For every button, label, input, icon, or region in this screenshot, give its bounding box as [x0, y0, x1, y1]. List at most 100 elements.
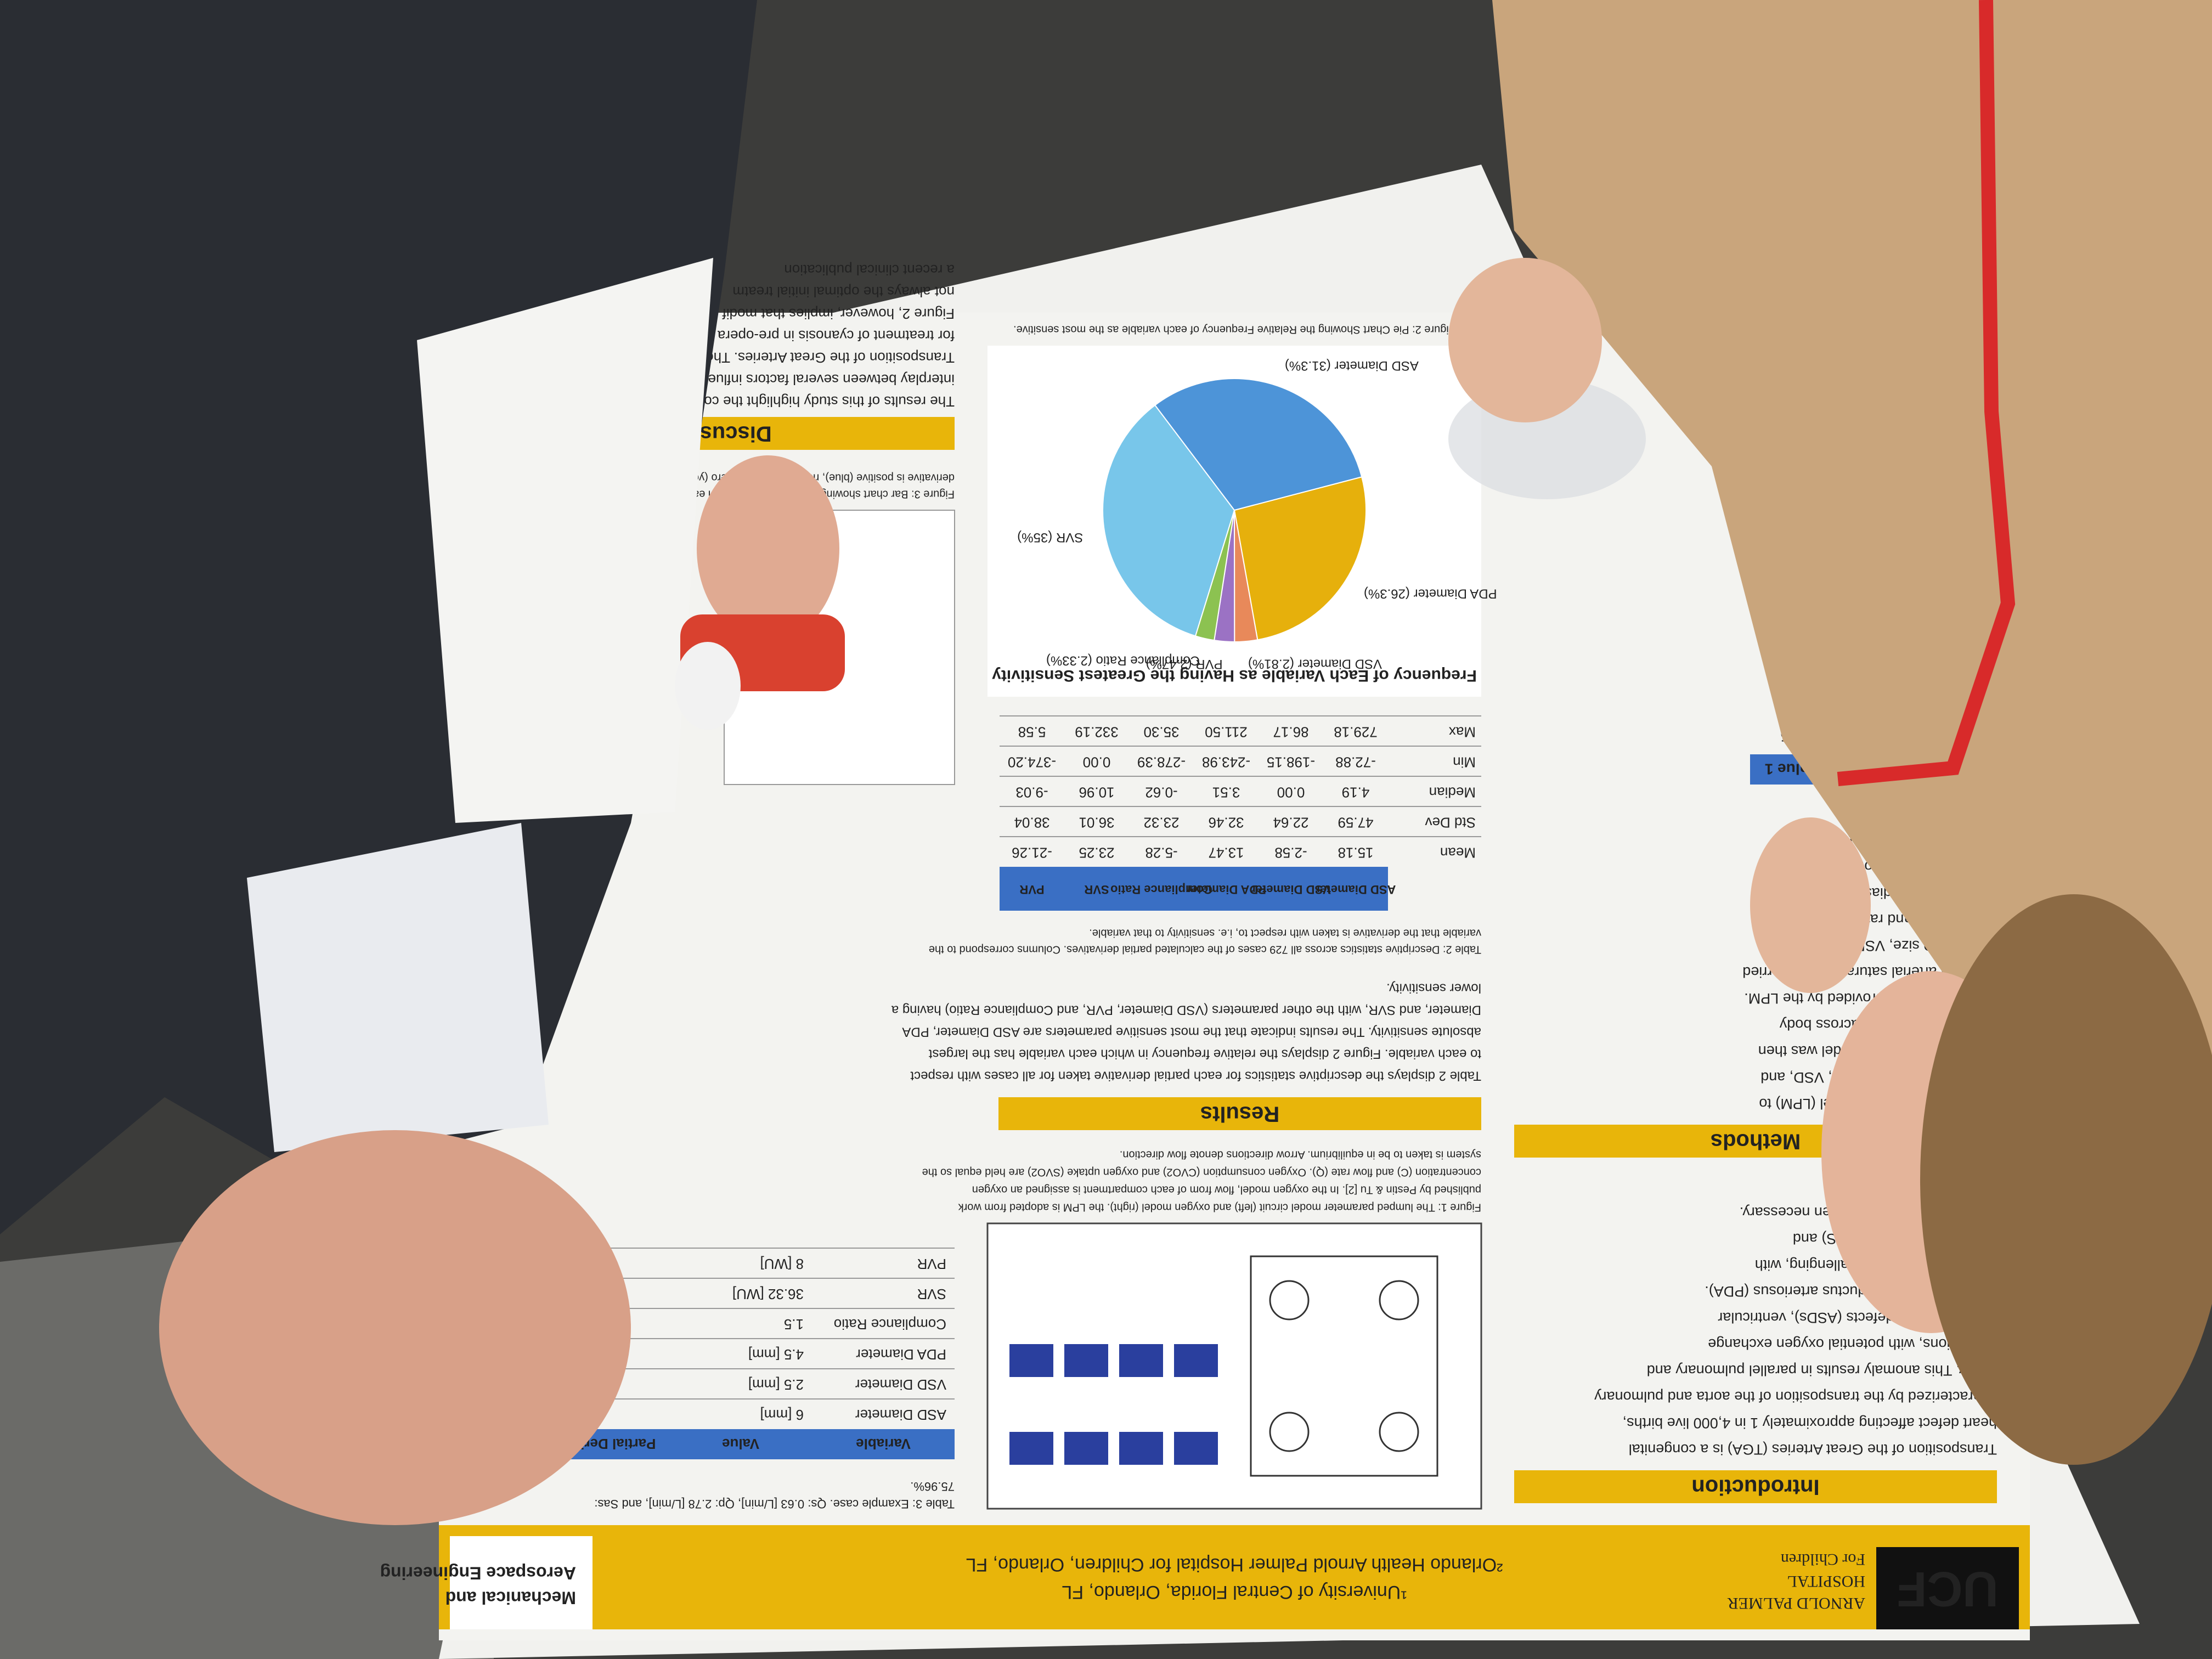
pie-label: VSD Diameter (2.81%) [1248, 657, 1382, 672]
table-cell: PVR [917, 1256, 946, 1272]
table-cell: 35.30 [1143, 724, 1179, 741]
section-heading-bar [1514, 1470, 1997, 1503]
intro-line: characterized by the transposition of th… [1594, 1389, 1997, 1405]
table-header: SVR [1084, 883, 1109, 896]
table-cell: -198.15 [1267, 754, 1315, 771]
table-header: PVR [1019, 883, 1044, 896]
table-cell: 211.50 [1205, 724, 1248, 741]
table-row-header: Max [1449, 724, 1476, 741]
intro-line: Transposition of the Great Arteries (TGA… [1629, 1441, 1997, 1458]
discussion-line: not always the optimal initial treatm [732, 284, 955, 300]
discussion-line: interplay between several factors influe… [674, 371, 955, 388]
table-cell: -9.03 [1015, 785, 1048, 801]
table-caption: variable that the derivative is taken wi… [1089, 927, 1481, 939]
section-heading: Results [1200, 1102, 1280, 1126]
diagram-block [1064, 1432, 1108, 1465]
pie-slice [1194, 510, 1235, 641]
table-cell: -2.58 [1274, 845, 1307, 861]
table-cell: 13.47 [1208, 845, 1244, 861]
section-heading: Methods [1711, 1129, 1801, 1153]
pie-slice [1102, 404, 1235, 637]
table-cell: 22.64 [1273, 815, 1308, 831]
table-cell: 6 [mm] [760, 1407, 804, 1423]
table-header-row [1000, 867, 1388, 911]
results-line: to each variable. Figure 2 displays the … [928, 1047, 1481, 1062]
table-caption: Table 2: Descriptive statistics across a… [929, 944, 1481, 956]
table-caption: 75.96%. [910, 1480, 955, 1493]
dept-logo-box [450, 1536, 592, 1629]
table-caption: Table 3: Example case. Qs: 0.63 [L/min],… [594, 1497, 955, 1511]
table-cell: -374.20 [1008, 754, 1056, 771]
figure-caption: Figure 1: The lumped parameter model cir… [958, 1201, 1481, 1214]
table-cell: 8 [WU] [760, 1256, 804, 1272]
chart-caption: Figure 2: Pie Chart Showing the Relative… [1013, 324, 1455, 336]
figure1-circuit [1250, 1255, 1438, 1477]
table-cell: PDA Diameter [856, 1346, 946, 1363]
table-cell: ASD Diameter [855, 1407, 946, 1423]
figure-caption: published by Pestin & Tu [2]. In the oxy… [972, 1184, 1481, 1196]
table-cell: 23.25 [1079, 845, 1114, 861]
chart-title: Frequency of Each Variable as Having the… [992, 667, 1477, 685]
pie-label: SVR (35%) [1017, 530, 1083, 545]
diagram-block [1009, 1432, 1053, 1465]
pie-slice [1233, 476, 1367, 641]
table-cell: -21.26 [1012, 845, 1052, 861]
table-header-cell [669, 1429, 812, 1459]
ucf-logo-box [1876, 1547, 2019, 1629]
department: Aerospace Engineering [380, 1564, 576, 1583]
table-cell: 4.5 [mm] [748, 1346, 804, 1363]
hospital-logo: HOSPITAL [1787, 1572, 1865, 1590]
table-cell: 10.96 [1079, 785, 1114, 801]
lanyard [1837, 0, 2016, 786]
pie-label: ASD Diameter (31.3%) [1285, 358, 1419, 373]
circuit-node [1379, 1280, 1419, 1321]
diagram-block [1009, 1344, 1053, 1377]
table-row-header: Min [1453, 754, 1476, 771]
table-cell: 36.01 [1079, 815, 1114, 831]
diagram-block [1119, 1432, 1163, 1465]
table-cell: 1.5 [784, 1316, 804, 1333]
circuit-node [1269, 1280, 1310, 1321]
title-banner [439, 1525, 2030, 1629]
table-header: PDA Diameter [1186, 883, 1266, 896]
table-row-header: Median [1429, 785, 1476, 801]
circuit-loop [1250, 1255, 1438, 1477]
discussion-line: a recent clinical publication [784, 262, 955, 278]
diagram-block [1174, 1344, 1218, 1377]
table-cell: VSD Diameter [855, 1376, 946, 1393]
pie-label: Compliance Ratio (2.33%) [1046, 653, 1200, 668]
table-cell: 3.51 [1212, 785, 1240, 801]
table-header-cell [812, 1429, 955, 1459]
results-line: Table 2 displays the descriptive statist… [910, 1069, 1481, 1084]
ucf-logo: UCF [1897, 1561, 1999, 1616]
figure1-blocks [1009, 1344, 1218, 1465]
papers [417, 258, 713, 823]
discussion-line: Transposition of the Great Arteries. The… [695, 349, 955, 366]
table-header: ASD Diameter [1315, 883, 1396, 896]
table-cell: 47.59 [1338, 815, 1373, 831]
table-header: Compliance Ratio [1110, 883, 1212, 896]
intro-line: heart defect affecting approximately 1 i… [1623, 1415, 1997, 1431]
table-cell: 32.46 [1208, 815, 1244, 831]
results-line: absolute sensitivity. The results indica… [902, 1025, 1481, 1040]
table-cell: -278.39 [1137, 754, 1186, 771]
shirt [247, 823, 549, 1152]
section-heading-bar [998, 1097, 1481, 1130]
table-cell: 332.19 [1075, 724, 1119, 741]
hospital-logo: ARNOLD PALMER [1728, 1594, 1865, 1612]
diagram-block [1119, 1344, 1163, 1377]
woman-hand-2 [1750, 817, 1871, 993]
table-cell: 5.58 [1018, 724, 1046, 741]
discussion-line: The results of this study highlight the … [666, 393, 955, 410]
table-row-header: Std Dev [1425, 815, 1476, 831]
figure-caption: concentration (C) and flow rate (Q). Oxy… [922, 1166, 1481, 1178]
man-hand [697, 455, 839, 642]
table-cell: -243.98 [1202, 754, 1250, 771]
circuit-node [1379, 1412, 1419, 1452]
cup-lid [675, 642, 741, 730]
table-cell: 0.00 [1083, 754, 1111, 771]
pie-label: PVR (2.47%) [1146, 657, 1223, 672]
section-heading: Introduction [1691, 1475, 1819, 1499]
table-cell: 2.5 [mm] [748, 1376, 804, 1393]
